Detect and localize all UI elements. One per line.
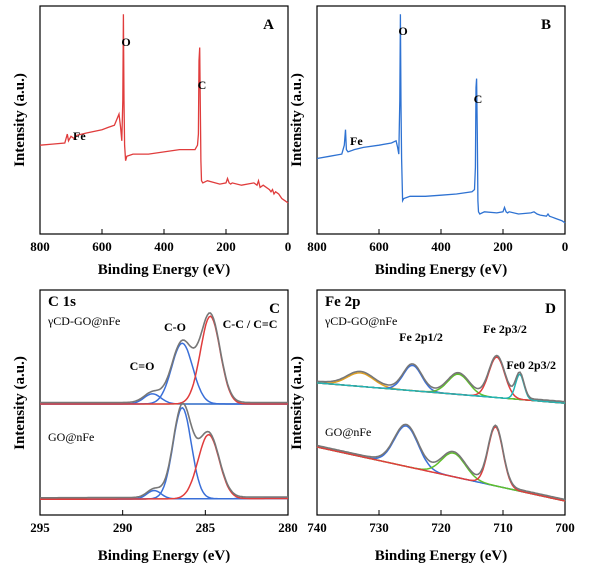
panel-b-o-label: O — [398, 24, 407, 38]
panel-b-c-label: C — [474, 92, 483, 106]
panel-c-x-ticks: 295 290 285 280 — [30, 510, 298, 535]
panel-b-y-axis-label: Intensity (a.u.) — [289, 73, 305, 167]
top-component-2-line — [316, 373, 566, 404]
x-tick-label: 710 — [493, 520, 513, 535]
survey-spectrum-line — [316, 14, 566, 224]
panel-c-sample-bottom: GO@nFe — [48, 430, 94, 444]
top-component-2-line — [40, 315, 288, 405]
panel-c-letter: C — [269, 301, 280, 317]
panel-a-x-axis-label: Binding Energy (eV) — [98, 262, 231, 278]
panel-d-title: Fe 2p — [325, 294, 360, 310]
x-tick-label: 200 — [493, 239, 513, 254]
x-tick-label: 600 — [369, 239, 389, 254]
panel-a-o-label: O — [121, 35, 130, 49]
x-tick-label: 290 — [113, 520, 133, 535]
panel-b-frame — [316, 5, 566, 235]
panel-d: Fe 2p D γCD-GO@nFe GO@nFe Fe 2p1/2 Fe 2p… — [289, 289, 575, 564]
panel-d-x-axis-label: Binding Energy (eV) — [375, 548, 508, 564]
x-tick-label: 400 — [431, 239, 451, 254]
panel-c-c-c-label: C-C / C=C — [223, 317, 278, 331]
x-tick-label: 730 — [369, 520, 389, 535]
x-tick-label: 200 — [216, 239, 236, 254]
panel-a-c-label: C — [198, 78, 207, 92]
panel-d-fe2p12-label: Fe 2p1/2 — [399, 330, 443, 344]
panel-b-x-axis-label: Binding Energy (eV) — [375, 262, 508, 278]
bottom-component-2-line — [40, 433, 288, 501]
x-tick-label: 0 — [562, 239, 569, 254]
panel-c-x-axis-label: Binding Energy (eV) — [98, 548, 231, 564]
panel-b: B Fe O C 800 600 400 200 0 Binding Energy (e… — [289, 5, 568, 278]
panel-d-y-axis-label: Intensity (a.u.) — [289, 356, 305, 450]
panel-b-fe-label: Fe — [350, 134, 363, 148]
panel-d-fe2p32-label: Fe 2p3/2 — [483, 322, 527, 336]
panel-d-plot — [316, 354, 566, 502]
x-tick-label: 285 — [196, 520, 216, 535]
panel-a-frame — [39, 5, 289, 235]
panel-c-c-o-label: C-O — [164, 320, 186, 334]
bottom-envelope-line — [40, 402, 288, 499]
panel-b-x-ticks: 800 600 400 200 0 — [307, 229, 568, 254]
panel-a-letter: A — [263, 17, 274, 33]
x-tick-label: 280 — [278, 520, 298, 535]
survey-spectrum-line — [39, 14, 289, 204]
panel-b-plot — [316, 14, 566, 224]
panel-c-sample-top: γCD-GO@nFe — [47, 314, 120, 328]
x-tick-label: 600 — [92, 239, 112, 254]
bottom-envelope-line — [316, 423, 566, 501]
panel-d-x-ticks: 740 730 720 710 700 — [307, 510, 575, 535]
panel-a: A Fe O C 800 600 400 200 0 Binding Energy (e… — [12, 5, 291, 278]
x-tick-label: 740 — [307, 520, 327, 535]
panel-d-fe0-label: Fe0 2p3/2 — [506, 358, 556, 372]
x-tick-label: 0 — [285, 239, 292, 254]
x-tick-label: 800 — [307, 239, 327, 254]
panel-c-plot — [40, 312, 288, 501]
top-envelope-line — [40, 312, 288, 404]
top-envelope-line — [316, 354, 566, 403]
panel-c-c=o-label: C=O — [130, 359, 155, 373]
x-tick-label: 295 — [30, 520, 50, 535]
x-tick-label: 700 — [555, 520, 575, 535]
x-tick-label: 400 — [154, 239, 174, 254]
panel-d-sample-top: γCD-GO@nFe — [324, 314, 397, 328]
panel-a-y-axis-label: Intensity (a.u.) — [12, 73, 28, 167]
panel-c-y-axis-label: Intensity (a.u.) — [12, 356, 28, 450]
panel-a-plot — [39, 14, 289, 204]
bottom-component-2-line — [316, 425, 566, 502]
x-tick-label: 720 — [431, 520, 451, 535]
panel-c: C 1s C γCD-GO@nFe GO@nFe C=O C-O C-C / C… — [12, 289, 298, 564]
panel-a-fe-label: Fe — [73, 129, 86, 143]
bottom-component-1-line — [40, 406, 288, 501]
panel-b-letter: B — [541, 17, 551, 33]
panel-d-sample-bottom: GO@nFe — [325, 425, 371, 439]
panel-a-x-ticks: 800 600 400 200 0 — [30, 229, 291, 254]
x-tick-label: 800 — [30, 239, 50, 254]
panel-d-letter: D — [545, 301, 556, 317]
top-component-1-line — [40, 342, 288, 405]
panel-c-title: C 1s — [48, 294, 76, 310]
